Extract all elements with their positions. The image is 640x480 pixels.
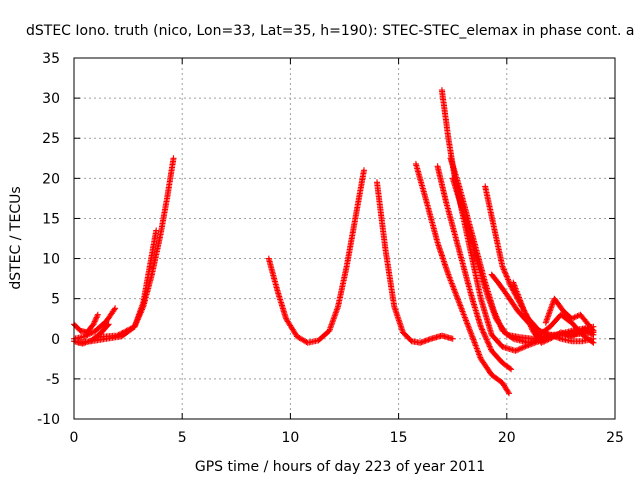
y-tick-label: 25: [42, 131, 60, 147]
gridlines: [74, 58, 615, 419]
data-points: [71, 87, 597, 397]
data-point-markers: [510, 279, 597, 346]
y-tick-label: 35: [42, 51, 60, 67]
y-tick-label: 10: [42, 252, 60, 268]
data-series: [265, 167, 367, 346]
y-axis-label: dSTEC / TECUs: [8, 186, 24, 289]
data-point-markers: [75, 155, 177, 346]
data-series: [542, 295, 597, 334]
data-point-markers: [412, 160, 512, 397]
data-series: [434, 163, 515, 373]
data-point-markers: [374, 179, 456, 346]
x-tick-label: 15: [390, 430, 408, 446]
chart-title: dSTEC Iono. truth (nico, Lon=33, Lat=35,…: [26, 23, 634, 39]
y-tick-label: -10: [37, 412, 60, 428]
x-tick-label: 0: [70, 430, 79, 446]
data-point-markers: [542, 295, 597, 334]
y-tick-label: 0: [51, 332, 60, 348]
data-series: [75, 155, 177, 346]
y-tick-label: 15: [42, 211, 60, 227]
data-point-markers: [265, 167, 367, 346]
y-tick-label: 5: [51, 292, 60, 308]
data-series: [412, 160, 512, 397]
x-tick-label: 25: [606, 430, 624, 446]
axis-ticks: 0 5 10 15 20 25 -10 -5 0 5 10 15 20 25 30 35: [37, 51, 624, 446]
y-tick-label: -5: [46, 372, 60, 388]
data-series: [510, 279, 597, 346]
y-tick-label: 30: [42, 91, 60, 107]
data-point-markers: [92, 227, 160, 341]
x-tick-label: 20: [498, 430, 516, 446]
data-series: [374, 179, 456, 346]
x-tick-label: 5: [178, 430, 187, 446]
data-series: [92, 227, 160, 341]
x-axis-label: GPS time / hours of day 223 of year 2011: [195, 459, 485, 475]
data-point-markers: [434, 163, 515, 373]
y-tick-label: 20: [42, 171, 60, 187]
x-tick-label: 10: [281, 430, 299, 446]
plot-frame: [73, 57, 616, 420]
